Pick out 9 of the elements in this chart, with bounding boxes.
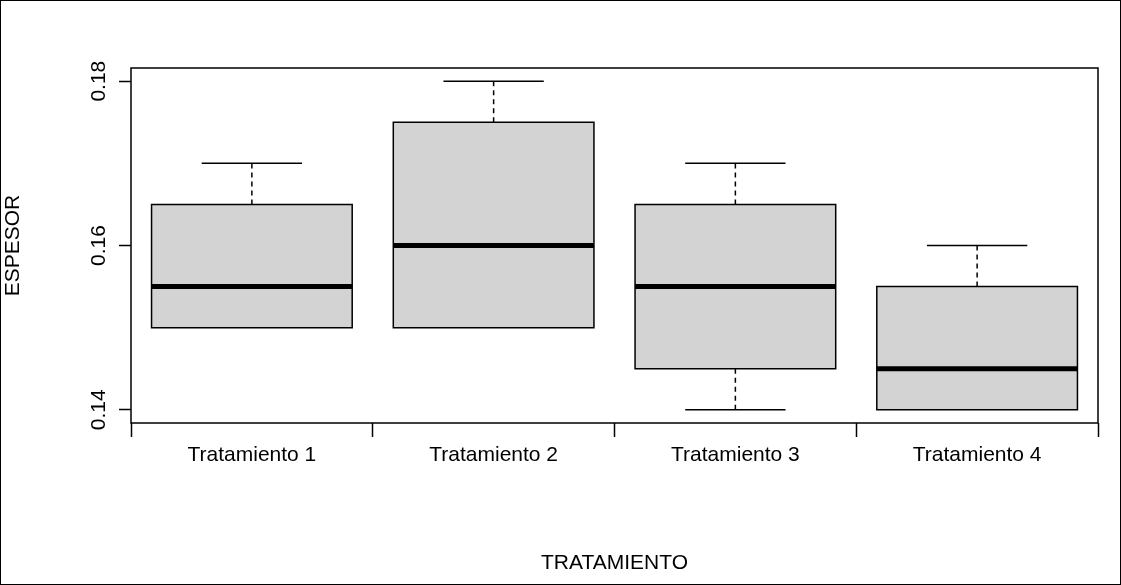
y-tick-label: 0.16	[85, 225, 109, 266]
x-tick-label: Tratamiento 2	[429, 442, 559, 466]
x-tick-label: Tratamiento 3	[670, 442, 800, 466]
y-tick-label: 0.18	[85, 60, 109, 102]
y-tick-label: 0.14	[85, 389, 109, 431]
y-axis-title: ESPESOR	[0, 194, 24, 297]
x-tick-label: Tratamiento 4	[912, 442, 1042, 466]
x-tick-label: Tratamiento 1	[187, 442, 317, 466]
x-axis-title: TRATAMIENTO	[541, 550, 688, 574]
